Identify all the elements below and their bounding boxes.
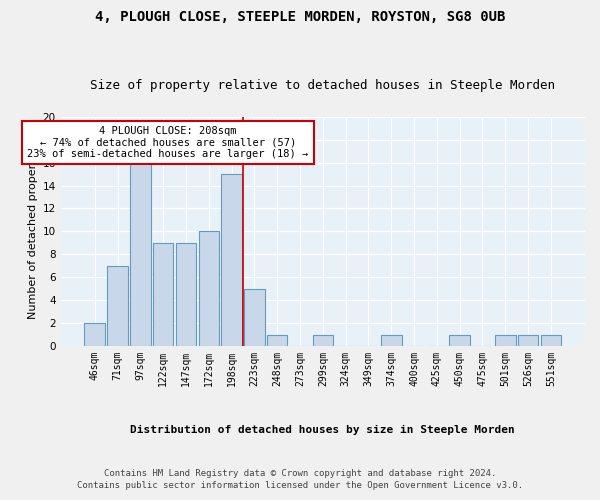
Text: 4 PLOUGH CLOSE: 208sqm
← 74% of detached houses are smaller (57)
23% of semi-det: 4 PLOUGH CLOSE: 208sqm ← 74% of detached… (27, 126, 308, 159)
Title: Size of property relative to detached houses in Steeple Morden: Size of property relative to detached ho… (91, 79, 556, 92)
Text: Contains HM Land Registry data © Crown copyright and database right 2024.: Contains HM Land Registry data © Crown c… (104, 468, 496, 477)
Bar (541, 334, 561, 346)
Y-axis label: Number of detached properties: Number of detached properties (28, 144, 38, 319)
Text: 4, PLOUGH CLOSE, STEEPLE MORDEN, ROYSTON, SG8 0UB: 4, PLOUGH CLOSE, STEEPLE MORDEN, ROYSTON… (95, 10, 505, 24)
X-axis label: Distribution of detached houses by size in Steeple Morden: Distribution of detached houses by size … (130, 425, 515, 435)
Bar (107, 266, 128, 346)
Bar (199, 232, 219, 346)
Bar (381, 334, 401, 346)
Bar (176, 243, 196, 346)
Bar (267, 334, 287, 346)
Text: Contains public sector information licensed under the Open Government Licence v3: Contains public sector information licen… (77, 481, 523, 490)
Bar (518, 334, 538, 346)
Bar (495, 334, 515, 346)
Bar (130, 162, 151, 346)
Bar (153, 243, 173, 346)
Bar (85, 323, 105, 346)
Bar (221, 174, 242, 346)
Bar (449, 334, 470, 346)
Bar (313, 334, 333, 346)
Bar (244, 288, 265, 346)
